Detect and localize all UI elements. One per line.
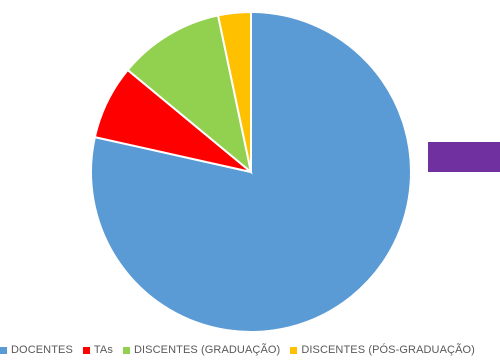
legend-item-1: TAs xyxy=(82,344,113,356)
purple-block xyxy=(428,142,500,172)
pie-slice-2 xyxy=(126,14,253,175)
pie-slice-3 xyxy=(216,10,252,173)
legend-item-2: DISCENTES (GRADUAÇÃO) xyxy=(122,344,281,356)
chart-legend: DOCENTES TAs DISCENTES (GRADUAÇÃO) DISCENTE… xyxy=(0,340,500,360)
legend-label: DOCENTES xyxy=(11,344,73,356)
legend-swatch xyxy=(82,346,90,354)
legend-label: TAs xyxy=(93,344,113,356)
legend-label: DISCENTES (PÓS-GRADUAÇÃO) xyxy=(301,344,475,356)
legend-item-3: DISCENTES (PÓS-GRADUAÇÃO) xyxy=(290,344,475,356)
legend-item-0: DOCENTES xyxy=(0,344,73,356)
legend-swatch xyxy=(122,346,130,354)
legend-label: DISCENTES (GRADUAÇÃO) xyxy=(133,344,281,356)
legend-swatch xyxy=(290,346,298,354)
legend-swatch xyxy=(0,346,7,354)
